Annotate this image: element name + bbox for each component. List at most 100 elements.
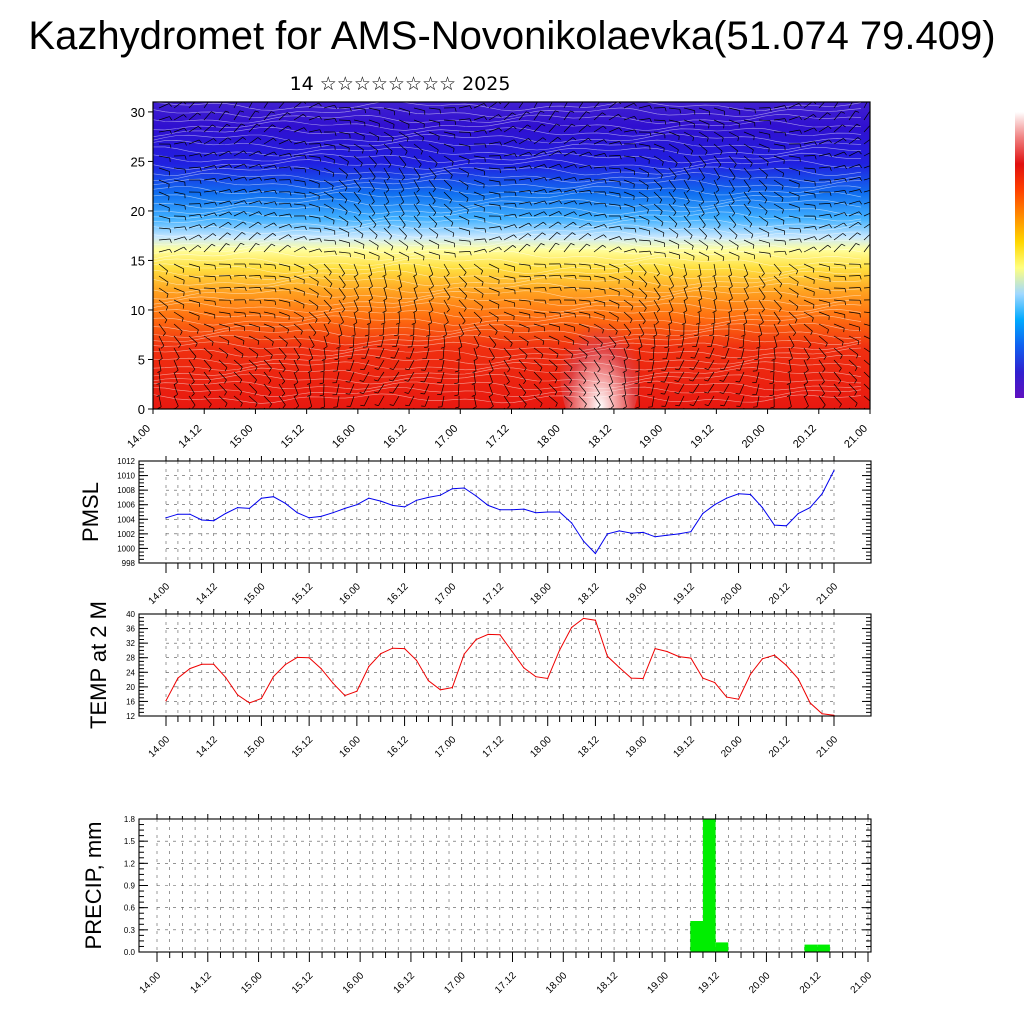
y-tick-label: 20 [126, 683, 135, 692]
data-point [463, 653, 465, 655]
wind-barb-shaft [263, 243, 272, 253]
y-axis-label: PRECIP, mm [81, 822, 106, 950]
wind-barb-shaft [788, 311, 798, 320]
wind-barb-flag [869, 111, 870, 112]
wind-barb-flag [467, 173, 469, 178]
wind-barb-shaft [158, 227, 171, 230]
wind-barb-shaft [293, 383, 299, 395]
wind-barb-flag [255, 243, 260, 246]
wind-barb-flag [304, 141, 307, 146]
wind-barb-shaft [518, 177, 530, 181]
wind-barb-shaft [728, 143, 738, 152]
wind-barb-flag [838, 392, 842, 397]
wind-barb-shaft [398, 179, 405, 191]
wind-barb-shaft [563, 243, 572, 253]
data-point [547, 511, 549, 513]
wind-barb-flag [389, 235, 393, 240]
wind-barb-shaft [833, 263, 845, 266]
wind-barb-flag [814, 141, 817, 146]
wind-barb-shaft [518, 371, 527, 381]
data-point [380, 500, 382, 502]
wind-barb-shaft [563, 347, 574, 355]
wind-barb-flag [270, 354, 273, 359]
wind-barb-flag [829, 213, 832, 218]
wind-barb-flag [666, 334, 671, 337]
wind-barb-flag [869, 98, 873, 99]
y-axis-label: TEMP at 2 M [86, 601, 111, 729]
wind-barb-shaft [203, 347, 213, 356]
data-point [618, 666, 620, 669]
wind-barb-shaft [428, 131, 440, 137]
wind-barb-shaft [383, 215, 391, 226]
wind-barb-flag [499, 236, 502, 241]
wind-barb-shaft [203, 395, 212, 405]
wind-barb-flag [416, 213, 421, 217]
wind-barb-flag [555, 367, 558, 371]
wind-barb-flag [704, 404, 709, 406]
wind-barb-shaft [638, 263, 647, 273]
wind-barb-flag [558, 150, 562, 154]
wind-barb-shaft [668, 275, 675, 287]
wind-barb-flag [855, 243, 860, 246]
wind-barb-shaft [863, 152, 870, 157]
wind-barb-shaft [743, 131, 755, 137]
wind-barb-flag [401, 177, 405, 181]
wind-barb-shaft [336, 383, 340, 395]
wind-barb-flag [769, 394, 774, 397]
wind-barb-flag [360, 162, 363, 167]
wind-barb-shaft [323, 407, 325, 409]
wind-barb-flag [618, 246, 622, 250]
wind-barb-shaft [728, 299, 733, 311]
wind-barb-flag [372, 176, 376, 181]
wind-barb-flag [304, 155, 307, 160]
wind-barb-shaft [518, 395, 527, 405]
wind-barb-flag [289, 289, 291, 294]
wind-barb-shaft [863, 335, 870, 340]
wind-barb-flag [664, 120, 667, 125]
wind-barb-shaft [323, 347, 326, 359]
wind-barb-shaft [593, 213, 605, 217]
wind-barb-shaft [203, 371, 211, 381]
wind-barb-shaft [818, 395, 826, 406]
data-point [726, 497, 728, 499]
wind-barb-shaft [488, 311, 499, 319]
wind-barb-flag [778, 272, 782, 276]
wind-barb-shaft [758, 239, 770, 244]
wind-barb-shaft [395, 335, 400, 347]
wind-barb-flag [779, 283, 783, 288]
wind-barb-shaft [758, 155, 769, 163]
wind-barb-flag [408, 124, 410, 129]
wind-barb-shaft [443, 263, 450, 274]
wind-barb-shaft [408, 371, 415, 382]
wind-barb-flag [829, 166, 832, 171]
wind-barb-flag [197, 245, 202, 249]
wind-barb-flag [347, 161, 349, 166]
wind-barb-shaft [707, 383, 715, 394]
wind-barb-shaft [173, 102, 183, 109]
wind-barb-flag [588, 138, 592, 142]
wind-barb-flag [726, 322, 731, 325]
contour-line [153, 146, 862, 157]
wind-barb-flag [649, 118, 652, 123]
wind-barb-flag [559, 263, 562, 268]
wind-barb-shaft [293, 263, 305, 269]
wind-barb-shaft [188, 125, 199, 133]
contour-line [153, 204, 862, 216]
wind-barb-shaft [728, 263, 733, 275]
contour-line [153, 282, 862, 294]
wind-barb-shaft [473, 335, 480, 346]
wind-barb-shaft [833, 311, 845, 315]
wind-barb-flag [499, 205, 501, 210]
wind-barb-shaft [263, 151, 275, 157]
x-tick-label: 15.00 [228, 423, 256, 451]
wind-barb-shaft [366, 335, 370, 347]
wind-barb-shaft [678, 359, 685, 370]
wind-barb-flag [168, 184, 170, 189]
wind-barb-shaft [713, 107, 725, 112]
x-tick-label: 14.12 [194, 581, 220, 607]
wind-barb-flag [686, 201, 690, 205]
wind-barb-flag [463, 272, 467, 276]
wind-barb-flag [854, 98, 858, 99]
wind-barb-shaft [623, 347, 628, 359]
wind-barb-flag [229, 313, 231, 318]
